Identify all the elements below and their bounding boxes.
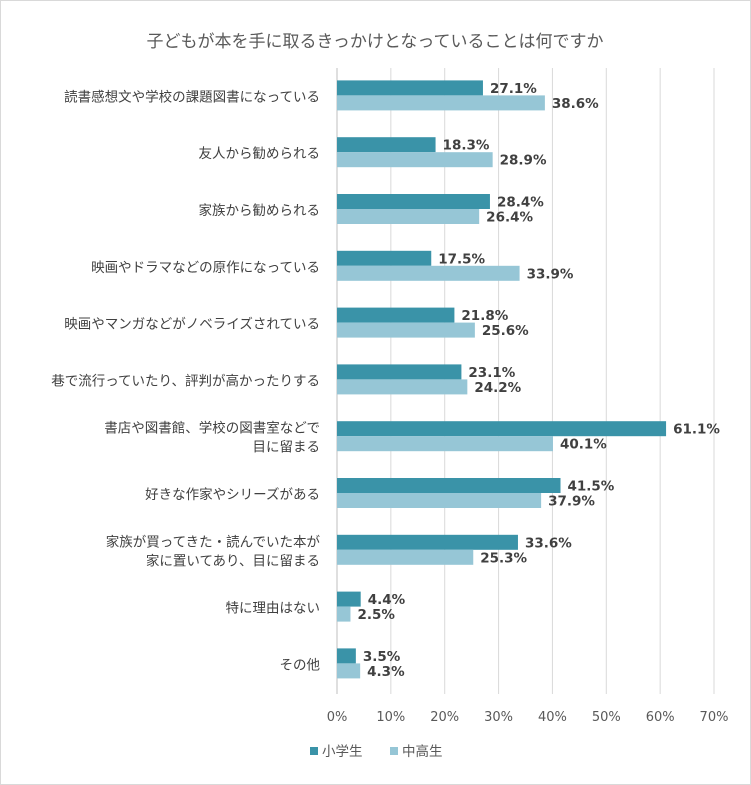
data-label: 40.1% [560, 437, 607, 453]
bar-elementary [337, 478, 561, 493]
bar-secondary [337, 436, 553, 452]
x-tick-label: 20% [430, 710, 459, 725]
category-label: 友人から勧められる [199, 145, 321, 162]
data-label: 25.6% [482, 323, 529, 339]
x-tick-label: 30% [484, 710, 513, 725]
bar-elementary [337, 307, 455, 323]
bar-elementary [337, 534, 518, 550]
data-label: 27.1% [490, 81, 537, 97]
bar-secondary [337, 663, 361, 679]
data-label: 18.3% [443, 138, 490, 154]
data-label: 17.5% [438, 251, 485, 267]
category-label: 巷で流行っていたり、評判が高かったりする [51, 372, 320, 389]
bar-secondary [337, 322, 475, 338]
data-label: 26.4% [486, 210, 533, 226]
legend-label: 中高生 [402, 743, 443, 760]
data-label: 33.9% [527, 266, 574, 282]
category-label: 目に留まる [253, 440, 321, 456]
category-label: 書店や図書館、学校の図書室などで [104, 420, 320, 437]
bar-elementary [337, 648, 356, 664]
category-label: 特に理由はない [226, 601, 321, 617]
legend-label: 小学生 [322, 744, 363, 760]
x-tick-label: 60% [646, 710, 675, 725]
bar-secondary [337, 265, 520, 281]
chart-title: 子どもが本を手に取るきっかけとなっていることは何ですか [147, 32, 604, 52]
data-label: 33.6% [525, 535, 572, 551]
category-labels: 読書感想文や学校の課題図書になっている友人から勧められる家族から勧められる映画や… [51, 88, 320, 673]
bar-elementary [337, 250, 432, 266]
x-tick-label: 40% [538, 710, 567, 725]
bars: 27.1% 38.6% 18.3% 28.9% 28.4%26.4% 17.5% 33.9%… [337, 80, 720, 680]
bar-elementary [337, 421, 667, 437]
legend: 小学生 中高生 [310, 743, 443, 760]
bar-secondary [337, 152, 493, 168]
data-label: 2.5% [357, 607, 395, 623]
bar-secondary [337, 95, 545, 111]
bar-secondary [337, 493, 542, 508]
bar-secondary [337, 606, 351, 622]
data-label: 25.3% [480, 550, 527, 566]
bar-elementary [337, 364, 462, 380]
bar-secondary [337, 379, 468, 395]
category-label: 好きな作家やシリーズがある [145, 486, 320, 503]
legend-swatch [310, 747, 318, 755]
data-label: 4.4% [368, 592, 406, 608]
bar-elementary [337, 591, 361, 607]
bar-secondary [337, 209, 480, 224]
bar-elementary [337, 137, 436, 153]
gridlines [336, 68, 715, 694]
category-label: 映画やマンガなどがノベライズされている [64, 317, 320, 333]
data-label: 3.5% [363, 649, 401, 665]
bar-elementary [337, 194, 490, 209]
data-label: 38.6% [552, 96, 599, 112]
category-label: 映画やドラマなどの原作になっている [91, 260, 320, 276]
data-label: 61.1% [673, 422, 720, 438]
x-tick-label: 10% [376, 710, 405, 725]
data-label: 37.9% [548, 494, 595, 510]
x-tick-label: 70% [700, 710, 729, 725]
legend-swatch [390, 747, 398, 755]
bar-elementary [337, 80, 483, 96]
x-tick-label: 50% [592, 710, 621, 725]
data-label: 41.5% [568, 479, 615, 495]
bar-secondary [337, 549, 474, 565]
data-label: 24.2% [474, 380, 521, 396]
x-tick-label: 0% [327, 710, 348, 725]
data-label: 21.8% [461, 308, 508, 324]
data-label: 4.3% [367, 664, 405, 680]
data-label: 28.9% [500, 153, 547, 169]
category-label: 家族が買ってきた・読んでいた本が [106, 533, 321, 550]
data-label: 23.1% [468, 365, 515, 381]
category-label: 家に置いてあり、目に留まる [146, 552, 320, 569]
category-label: 読書感想文や学校の課題図書になっている [64, 88, 320, 105]
category-label: 家族から勧められる [199, 202, 321, 219]
x-axis-ticks: 0% 10% 20% 30% 40% 50% 60% 70% [327, 710, 729, 725]
category-label: その他 [280, 657, 321, 673]
data-label: 28.4% [497, 195, 544, 211]
